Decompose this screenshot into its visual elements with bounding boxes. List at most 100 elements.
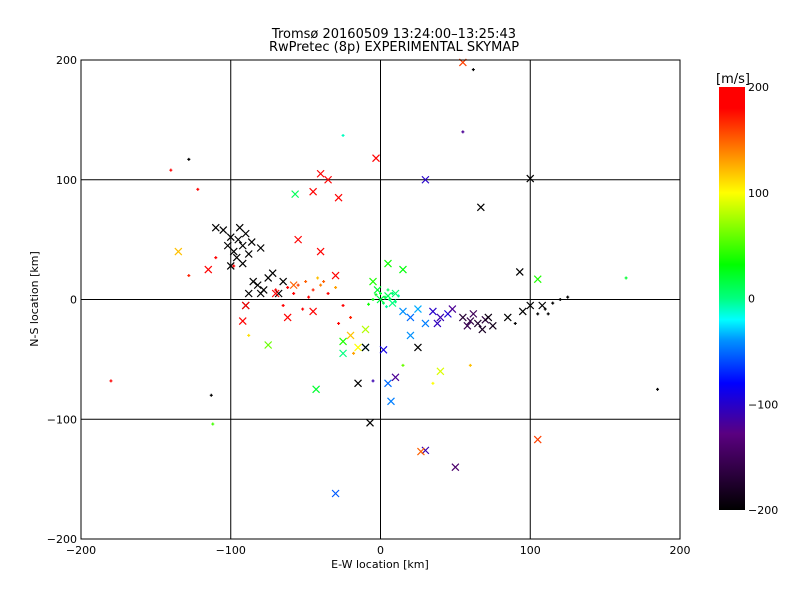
x-marker-point bbox=[354, 379, 362, 388]
x-marker-point bbox=[211, 223, 220, 232]
x-marker-point bbox=[372, 154, 380, 163]
x-tick-label: −200 bbox=[66, 544, 96, 557]
plus-marker-point bbox=[384, 305, 388, 309]
plus-marker-point bbox=[566, 295, 570, 299]
axis-ticks: −200 −100 0 100 200 −200 −100 0 100 200 bbox=[47, 54, 691, 557]
x-marker-point bbox=[247, 238, 256, 246]
x-marker-point bbox=[421, 446, 430, 455]
x-marker-point bbox=[478, 325, 487, 334]
plus-marker-point bbox=[371, 379, 375, 383]
x-marker-point bbox=[538, 301, 547, 310]
x-marker-point bbox=[428, 307, 437, 316]
colorbar-tick-label: −200 bbox=[748, 504, 778, 517]
x-marker-point bbox=[256, 289, 265, 298]
x-marker-point bbox=[451, 463, 460, 472]
x-marker-point bbox=[399, 265, 407, 274]
x-marker-point bbox=[331, 271, 340, 280]
x-marker-point bbox=[238, 241, 247, 250]
x-marker-point bbox=[223, 241, 232, 250]
plus-marker-point bbox=[471, 68, 475, 72]
x-marker-point bbox=[244, 250, 253, 258]
x-marker-point bbox=[339, 349, 347, 358]
y-tick-label: 100 bbox=[56, 174, 77, 187]
x-marker-point bbox=[354, 343, 362, 352]
plus-marker-point bbox=[341, 133, 345, 137]
x-marker-point bbox=[391, 373, 400, 382]
plus-marker-point bbox=[187, 274, 191, 278]
x-tick-label: 0 bbox=[377, 544, 384, 557]
y-tick-label: 200 bbox=[56, 54, 77, 67]
x-marker-point bbox=[526, 174, 535, 183]
x-marker-point bbox=[244, 289, 253, 298]
plus-marker-point bbox=[319, 283, 323, 287]
x-marker-point bbox=[283, 313, 292, 322]
x-marker-point bbox=[421, 319, 430, 328]
x-marker-point bbox=[373, 285, 382, 294]
x-marker-point bbox=[331, 489, 340, 498]
x-marker-point bbox=[324, 175, 333, 184]
x-marker-point bbox=[309, 187, 318, 196]
x-marker-point bbox=[241, 301, 250, 310]
x-marker-point bbox=[414, 343, 422, 352]
x-marker-point bbox=[448, 305, 457, 314]
plus-marker-point bbox=[468, 363, 472, 367]
x-marker-point bbox=[256, 244, 265, 252]
x-marker-point bbox=[533, 435, 542, 444]
plus-marker-point bbox=[232, 264, 236, 268]
plus-marker-point bbox=[371, 298, 375, 301]
x-marker-point bbox=[476, 203, 485, 212]
x-marker-point bbox=[388, 299, 397, 308]
plus-marker-point bbox=[461, 130, 465, 134]
x-marker-point bbox=[484, 313, 493, 322]
plus-marker-point bbox=[304, 280, 308, 284]
plus-marker-point bbox=[546, 312, 550, 316]
plus-marker-point bbox=[211, 422, 215, 426]
x-marker-point bbox=[433, 319, 442, 328]
x-marker-point bbox=[436, 367, 445, 376]
x-marker-point bbox=[399, 307, 407, 316]
plus-marker-point bbox=[349, 315, 353, 319]
x-marker-point bbox=[366, 418, 374, 427]
x-marker-point bbox=[361, 325, 370, 334]
plus-marker-point bbox=[401, 363, 405, 367]
colorbar-tick-label: 200 bbox=[748, 81, 769, 94]
plus-marker-point bbox=[386, 288, 390, 292]
x-marker-point bbox=[204, 265, 213, 274]
y-tick-label: −100 bbox=[47, 413, 77, 426]
plus-marker-point bbox=[322, 280, 326, 284]
x-marker-point bbox=[294, 235, 303, 244]
plus-marker-point bbox=[536, 312, 540, 316]
plus-marker-point bbox=[281, 303, 285, 307]
x-marker-point bbox=[406, 313, 415, 322]
x-marker-point bbox=[279, 277, 288, 286]
x-marker-point bbox=[488, 321, 497, 330]
plus-marker-point bbox=[196, 187, 200, 191]
x-marker-point bbox=[312, 385, 321, 394]
x-marker-point bbox=[309, 307, 318, 316]
plus-marker-point bbox=[513, 321, 517, 325]
plus-marker-point bbox=[209, 393, 213, 397]
plus-marker-point bbox=[558, 298, 562, 301]
plus-marker-point bbox=[352, 351, 356, 355]
plus-marker-point bbox=[214, 256, 218, 260]
plus-marker-point bbox=[187, 157, 191, 161]
x-marker-point bbox=[533, 275, 542, 284]
y-axis-label: N-S location [km] bbox=[28, 251, 41, 347]
plus-marker-point bbox=[374, 293, 378, 297]
x-marker-point bbox=[271, 289, 280, 298]
x-marker-point bbox=[316, 247, 325, 256]
y-tick-label: −200 bbox=[47, 533, 77, 546]
x-marker-point bbox=[376, 295, 385, 304]
x-marker-point bbox=[264, 341, 273, 349]
plus-marker-point bbox=[551, 301, 555, 305]
x-marker-point bbox=[387, 397, 395, 406]
plus-marker-point bbox=[390, 292, 394, 296]
data-points bbox=[109, 58, 660, 498]
x-marker-point bbox=[238, 259, 247, 268]
x-marker-point bbox=[238, 317, 247, 325]
x-marker-point bbox=[384, 379, 392, 388]
plus-marker-point bbox=[169, 168, 173, 172]
plus-marker-point bbox=[301, 307, 305, 311]
x-marker-point bbox=[384, 291, 392, 300]
